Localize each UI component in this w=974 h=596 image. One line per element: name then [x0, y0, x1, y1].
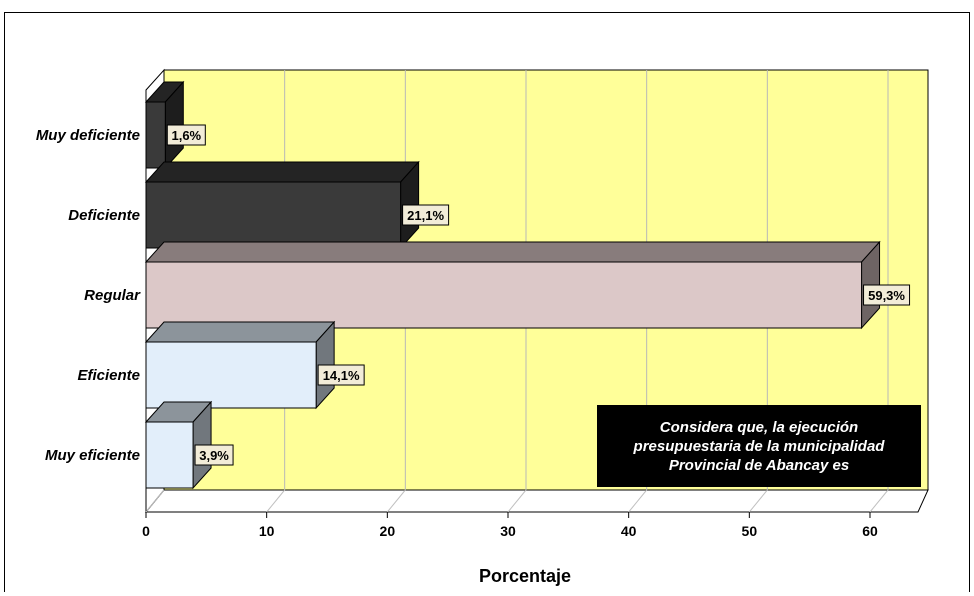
- floor-gridline: [145, 489, 165, 513]
- tick-label: 30: [500, 523, 516, 539]
- annotation-line: Provincial de Abancay es: [669, 457, 849, 474]
- bars: 1,6% 21,1% 59,3% 14,1% 3,9%: [144, 80, 911, 490]
- bar-top: [144, 161, 420, 183]
- data-label-box: [194, 444, 234, 466]
- floor-gridline: [869, 489, 889, 513]
- floor-gridline: [748, 489, 768, 513]
- floor-gridline: [507, 489, 527, 513]
- x-axis-ticks: 0 10 20 30 40 50 60: [142, 512, 878, 539]
- data-label: 1,6%: [171, 128, 201, 143]
- tick-label: 60: [862, 523, 878, 539]
- data-label: 59,3%: [868, 288, 905, 303]
- chart-floor: [144, 489, 929, 513]
- bar: [145, 181, 402, 249]
- annotation-background: [597, 405, 921, 487]
- tick-label: 50: [742, 523, 758, 539]
- category-labels: Muy deficiente Deficiente Regular Eficiente…: [36, 127, 141, 464]
- data-label: 3,9%: [199, 448, 229, 463]
- category-label: Muy eficiente: [45, 447, 140, 464]
- data-label-box: [166, 124, 206, 146]
- category-label: Regular: [84, 287, 141, 304]
- data-label: 21,1%: [407, 208, 444, 223]
- category-label: Deficiente: [68, 207, 140, 224]
- data-label-box: [863, 284, 911, 306]
- annotation-line: presupuestaria de la municipalidad: [633, 438, 886, 455]
- data-label-box: [402, 204, 450, 226]
- tick-label: 20: [380, 523, 396, 539]
- bar-top: [144, 241, 881, 263]
- tick-label: 40: [621, 523, 637, 539]
- chart-frame: [4, 12, 970, 592]
- annotation-line: Considera que, la ejecución: [660, 419, 858, 436]
- floor-plane: [144, 489, 929, 513]
- data-label-box: [317, 364, 365, 386]
- category-label: Eficiente: [77, 367, 140, 384]
- tick-label: 0: [142, 523, 150, 539]
- floor-gridline: [386, 489, 406, 513]
- bar-top: [144, 321, 336, 343]
- tick-label: 10: [259, 523, 275, 539]
- bar: [145, 341, 317, 409]
- data-label: 14,1%: [323, 368, 360, 383]
- floor-gridline: [266, 489, 286, 513]
- bar: [145, 261, 863, 329]
- x-axis-label: Porcentaje: [479, 566, 571, 586]
- bar: [145, 421, 194, 489]
- floor-gridline: [628, 489, 648, 513]
- bar: [145, 101, 166, 169]
- annotation-box: Considera que, la ejecución presupuestari…: [597, 405, 921, 487]
- category-label: Muy deficiente: [36, 127, 140, 144]
